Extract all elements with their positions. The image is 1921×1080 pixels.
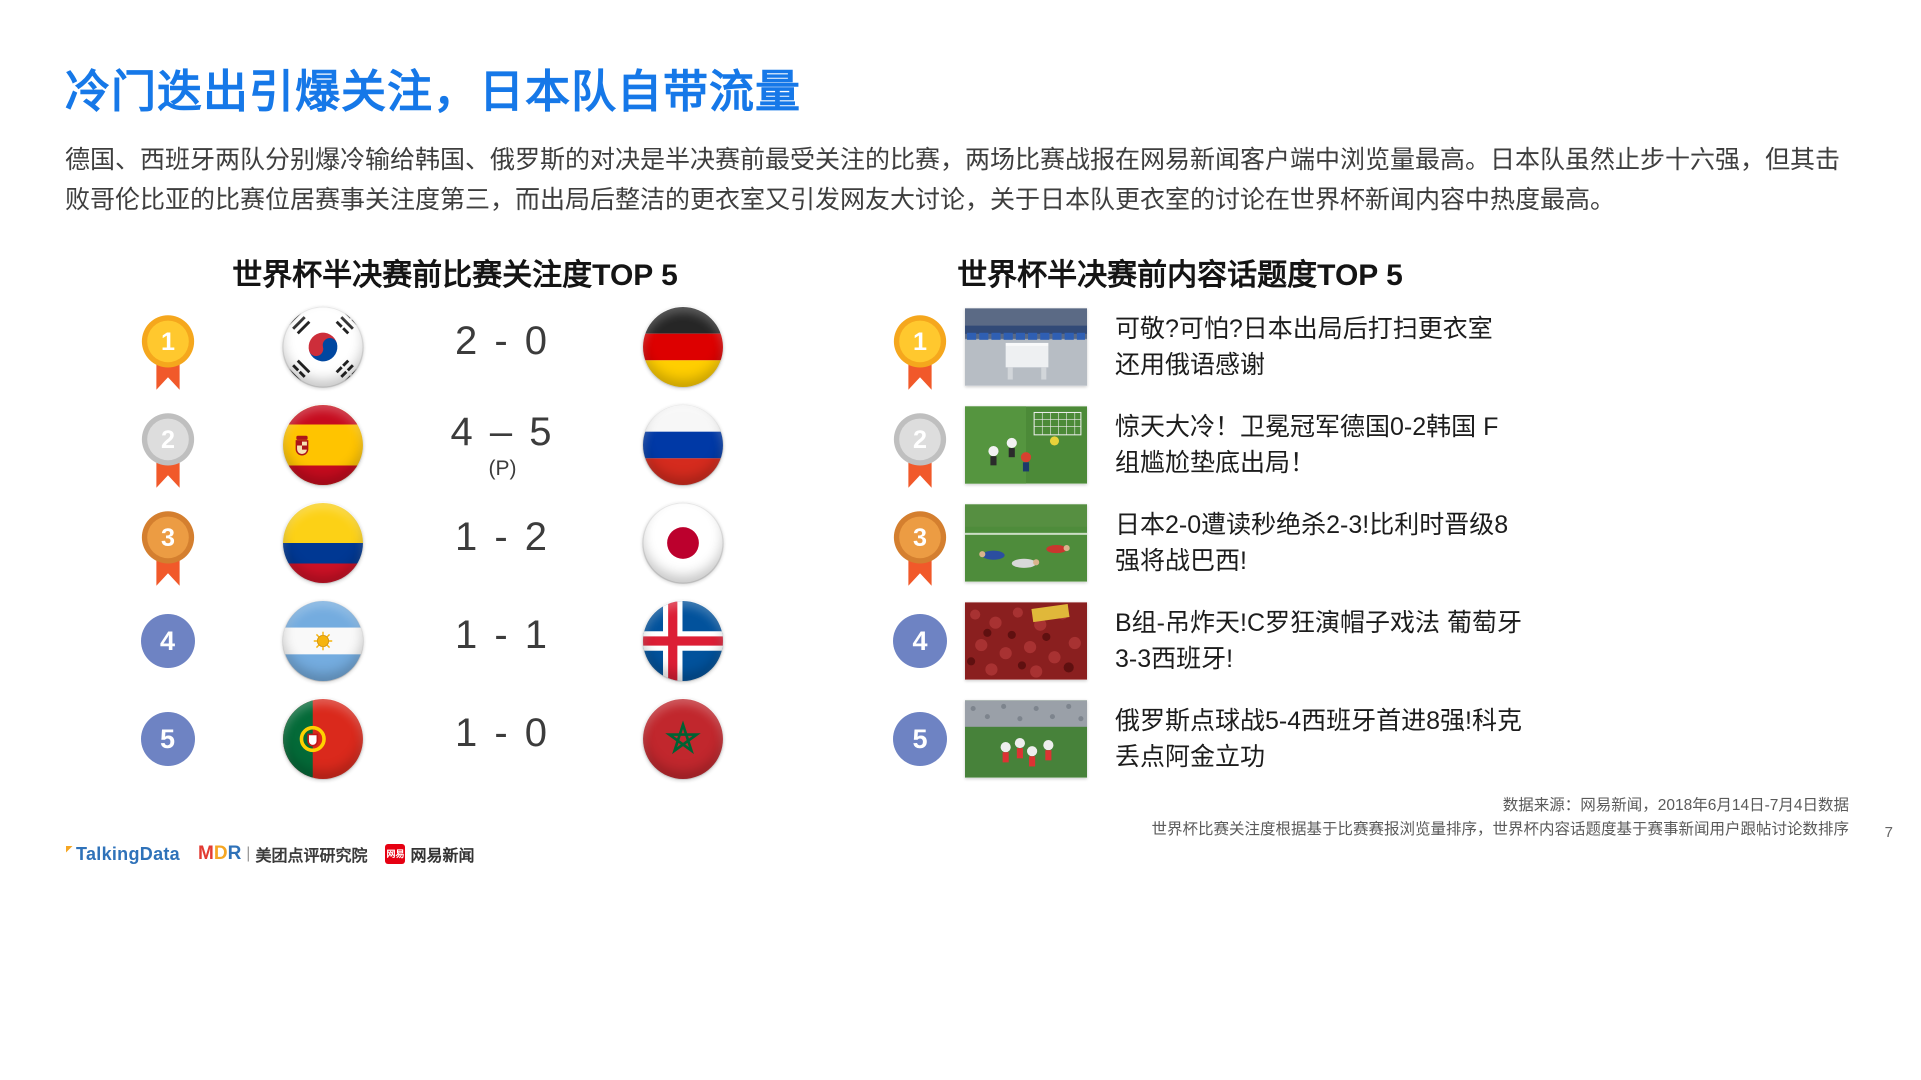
logo-separator: |	[246, 845, 251, 862]
score-note	[455, 758, 550, 768]
rank-1-medal-icon: 1	[141, 315, 194, 390]
match-score: 2 - 0	[454, 318, 551, 363]
score-note: (P)	[488, 456, 517, 480]
svg-text:3: 3	[913, 524, 927, 552]
match-row: 2 4 – 5 (P)	[120, 396, 800, 494]
portugal-spain-fans-photo	[965, 602, 1087, 680]
talkingdata-mark-icon	[66, 845, 73, 853]
rank-5-badge: 5	[140, 712, 195, 766]
source-line-2: 世界杯比赛关注度根据基于比赛赛报浏览量排序，世界杯内容话题度基于赛事新闻用户跟帖…	[1151, 821, 1849, 839]
talkingdata-wordmark: TalkingData	[76, 843, 180, 864]
score-cell: 1 - 2	[455, 515, 550, 572]
netease-badge-icon: 网易	[385, 844, 406, 864]
mdr-wordmark: 美团点评研究院	[255, 848, 368, 865]
news-item: 1 可敬?可	[875, 298, 1855, 396]
meituan-dianping-research-logo: MDR | 美团点评研究院	[198, 842, 367, 866]
left-panel-title: 世界杯半决赛前比赛关注度TOP 5	[232, 259, 678, 292]
flag-iceland-icon	[642, 600, 724, 682]
footer-logos: TalkingData MDR | 美团点评研究院 网易 网易新闻	[66, 842, 474, 866]
news-title: 俄罗斯点球战5-4西班牙首进8强!科克丢点阿金立功	[1115, 706, 1522, 771]
score-note	[455, 562, 550, 572]
match-score: 4 – 5	[450, 409, 555, 454]
svg-text:1: 1	[161, 328, 175, 356]
data-source-note: 数据来源：网易新闻，2018年6月14日-7月4日数据 世界杯比赛关注度根据基于…	[1151, 794, 1849, 842]
page-number: 7	[1884, 824, 1893, 841]
flag-portugal-icon	[282, 698, 364, 780]
match-score: 1 - 1	[454, 612, 551, 657]
rank-3-medal-icon: 3	[893, 511, 947, 586]
flag-spain-icon	[282, 404, 364, 486]
rank-5-badge: 5	[893, 712, 947, 766]
rank-1-medal-icon: 1	[893, 315, 947, 390]
news-item: 2 惊天大冷！卫冕冠军德国0-2韩国 F组尴尬垫底出局！	[875, 396, 1855, 494]
news-title: 惊天大冷！卫冕冠军德国0-2韩国 F组尴尬垫底出局！	[1115, 412, 1499, 477]
news-item: 4 B组-吊炸天!C罗狂演帽子戏法 葡萄牙3-3	[875, 592, 1855, 690]
rank-2-medal-icon: 2	[141, 413, 194, 488]
flag-germany-icon	[642, 306, 724, 388]
locker-room-photo	[965, 308, 1087, 386]
content-topic-list: 1 可敬?可	[875, 298, 1855, 788]
flag-argentina-icon	[282, 600, 364, 682]
svg-text:2: 2	[161, 426, 175, 454]
score-note	[455, 660, 550, 670]
score-cell: 1 - 1	[455, 613, 550, 670]
score-cell: 1 - 0	[455, 711, 550, 768]
flag-russia-icon	[642, 404, 724, 486]
page-title: 冷门迭出引爆关注，日本队自带流量	[65, 66, 802, 117]
svg-text:1: 1	[913, 328, 927, 356]
rank-4-badge: 4	[893, 614, 947, 668]
svg-text:3: 3	[161, 524, 175, 552]
news-title: 可敬?可怕?日本出局后打扫更衣室 还用俄语感谢	[1115, 314, 1493, 379]
flag-south-korea-icon	[282, 306, 364, 388]
news-title: 日本2-0遭读秒绝杀2-3!比利时晋级8强将战巴西!	[1115, 510, 1509, 575]
match-row: 3 1 - 2	[120, 494, 800, 592]
match-row: 5 1 - 0	[120, 690, 800, 788]
news-title: B组-吊炸天!C罗狂演帽子戏法 葡萄牙3-3西班牙!	[1115, 608, 1522, 673]
match-score: 1 - 2	[454, 514, 551, 559]
intro-paragraph: 德国、西班牙两队分别爆冷输给韩国、俄罗斯的对决是半决赛前最受关注的比赛，两场比赛…	[65, 146, 1841, 214]
japan-belgium-match-photo	[965, 504, 1087, 582]
match-row: 4	[120, 592, 800, 690]
mdr-letters-icon: MDR	[198, 843, 242, 864]
news-item: 3 日本2-0遭读秒绝杀2-3!比利时晋级8强将战巴西!	[875, 494, 1855, 592]
russia-spain-match-photo	[965, 700, 1087, 778]
source-line-1: 数据来源：网易新闻，2018年6月14日-7月4日数据	[1502, 797, 1849, 814]
score-cell: 4 – 5 (P)	[451, 410, 555, 481]
right-panel-title: 世界杯半决赛前内容话题度TOP 5	[957, 259, 1403, 292]
flag-colombia-icon	[282, 502, 364, 584]
score-cell: 2 - 0	[455, 319, 550, 376]
match-row: 1	[120, 298, 800, 396]
netease-wordmark: 网易新闻	[410, 848, 475, 865]
news-item: 5 俄罗斯点球战5-4西班牙首进8强!科克丢点阿金立功	[875, 690, 1855, 788]
flag-morocco-icon	[642, 698, 724, 780]
rank-4-badge: 4	[140, 614, 195, 668]
flag-japan-icon	[642, 502, 724, 584]
netease-news-logo: 网易 网易新闻	[385, 842, 474, 866]
svg-text:2: 2	[913, 426, 927, 454]
match-score: 1 - 0	[454, 710, 551, 755]
rank-3-medal-icon: 3	[141, 511, 194, 586]
score-note	[455, 366, 550, 376]
rank-2-medal-icon: 2	[893, 413, 947, 488]
germany-korea-match-photo	[965, 406, 1087, 484]
talkingdata-logo: TalkingData	[66, 844, 180, 865]
match-attention-list: 1	[120, 298, 800, 788]
